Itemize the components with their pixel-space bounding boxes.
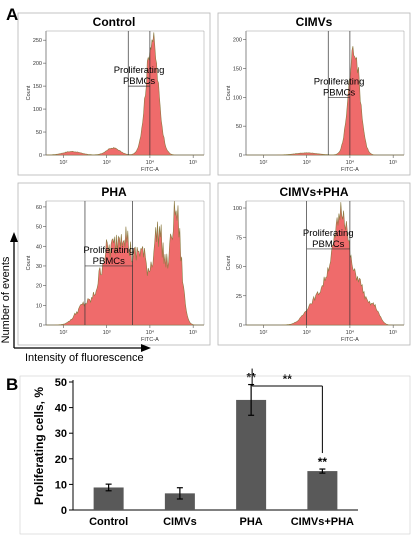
histogram-area xyxy=(45,32,204,156)
count-label: Count xyxy=(226,85,232,100)
fitc-label: FITC-A xyxy=(141,167,159,173)
y-tick-label: 50 xyxy=(236,265,242,271)
gate-label: Proliferating xyxy=(114,65,165,76)
x-tick-label: 10³ xyxy=(303,330,311,336)
x-tick-label: 10³ xyxy=(103,330,111,336)
bar-chart: 0 10 20 30 40 50 Proliferating cells, % Control… xyxy=(19,368,411,535)
histogram-area xyxy=(46,200,204,326)
intensity-label: Intensity of fluorescence xyxy=(25,352,144,364)
bar-y-tick-label: 20 xyxy=(55,454,67,466)
panel-b-frame xyxy=(19,375,411,535)
y-tick-label: 25 xyxy=(236,294,242,300)
panel-a-letter: A xyxy=(6,5,18,24)
gate-label: Proliferating xyxy=(314,76,365,87)
histogram-area xyxy=(246,202,404,326)
bar-category-label: CIMVs xyxy=(163,516,197,528)
y-tick-label: 0 xyxy=(239,323,242,329)
histogram-area xyxy=(246,46,404,156)
x-tick-label: 10⁵ xyxy=(189,329,197,336)
bar-y-axis-label: Proliferating cells, % xyxy=(32,387,46,505)
x-tick-label: 10³ xyxy=(303,160,311,166)
significance-label: ** xyxy=(318,455,328,469)
bar-y-tick-label: 30 xyxy=(55,428,67,440)
y-tick-label: 20 xyxy=(36,284,42,290)
histogram-title: CIMVs+PHA xyxy=(279,185,348,199)
bar xyxy=(236,399,267,510)
x-tick-label: 10⁴ xyxy=(146,329,155,336)
histogram-panel: Control 0 50 100 150 200 250 Count 10² 10³ 10⁴ 10⁵ F… xyxy=(17,12,211,176)
x-tick-label: 10⁵ xyxy=(389,159,397,166)
panel-b-letter: B xyxy=(6,375,18,394)
y-tick-label: 100 xyxy=(33,107,42,113)
bar-y-tick-label: 0 xyxy=(61,505,67,517)
y-tick-label: 0 xyxy=(39,153,42,159)
bar-y-tick-label: 40 xyxy=(55,403,67,415)
y-tick-label: 250 xyxy=(33,38,42,44)
number-of-events-label: Number of events xyxy=(0,256,12,343)
fitc-label: FITC-A xyxy=(341,167,359,173)
y-tick-label: 10 xyxy=(36,303,42,309)
x-tick-label: 10² xyxy=(59,160,67,166)
panel-frame xyxy=(217,12,411,176)
y-tick-label: 150 xyxy=(233,66,242,72)
histogram-title: PHA xyxy=(101,185,127,199)
x-tick-label: 10³ xyxy=(103,160,111,166)
gate-label: Proliferating xyxy=(303,228,354,239)
histogram-panel: PHA 0 10 20 30 40 50 60 Count 10² 10³ 10⁴ 10⁵ FITC-A P… xyxy=(17,182,211,346)
bar xyxy=(93,487,124,510)
histogram-title: CIMVs xyxy=(296,15,333,29)
bar xyxy=(164,493,195,510)
y-tick-label: 100 xyxy=(233,206,242,212)
y-tick-label: 200 xyxy=(233,38,242,44)
bar-category-label: CIMVs+PHA xyxy=(291,516,354,528)
y-tick-label: 30 xyxy=(36,264,42,270)
significance-label: ** xyxy=(246,371,256,385)
gate-label: PBMCs xyxy=(93,256,125,267)
x-tick-label: 10⁵ xyxy=(389,329,397,336)
y-tick-label: 100 xyxy=(233,95,242,101)
bar-category-label: PHA xyxy=(240,516,263,528)
bar xyxy=(307,471,338,510)
x-tick-label: 10⁵ xyxy=(189,159,197,166)
bar-y-tick-label: 10 xyxy=(55,479,67,491)
y-tick-label: 50 xyxy=(236,124,242,130)
y-tick-label: 0 xyxy=(39,323,42,329)
comparison-label: ** xyxy=(283,372,293,386)
bar-y-tick-label: 50 xyxy=(55,377,67,389)
y-tick-label: 50 xyxy=(36,130,42,136)
count-label: Count xyxy=(26,255,32,270)
x-tick-label: 10² xyxy=(259,330,267,336)
fitc-label: FITC-A xyxy=(141,337,159,343)
x-tick-label: 10⁴ xyxy=(146,159,155,166)
y-tick-label: 200 xyxy=(33,61,42,67)
x-tick-label: 10⁴ xyxy=(346,159,355,166)
histogram-title: Control xyxy=(93,15,136,29)
x-tick-label: 10² xyxy=(59,330,67,336)
histogram-panel: CIMVs 0 50 100 150 200 Count 10² 10³ 10⁴ 10⁵ FITC-A… xyxy=(217,12,411,176)
panel-a-axis-hints: Number of events Intensity of fluorescen… xyxy=(0,232,151,364)
y-tick-label: 60 xyxy=(36,205,42,211)
y-tick-label: 0 xyxy=(239,153,242,159)
gate-label: PBMCs xyxy=(312,239,344,250)
x-tick-label: 10⁴ xyxy=(346,329,355,336)
bar-category-label: Control xyxy=(89,516,128,528)
x-tick-label: 10² xyxy=(259,160,267,166)
gate-label: PBMCs xyxy=(323,87,355,98)
gate-label: PBMCs xyxy=(123,76,155,87)
y-tick-label: 75 xyxy=(236,235,242,241)
count-label: Count xyxy=(26,85,32,100)
fitc-label: FITC-A xyxy=(341,337,359,343)
y-tick-label: 50 xyxy=(36,225,42,231)
gate-label: Proliferating xyxy=(83,245,134,256)
y-tick-label: 40 xyxy=(36,244,42,250)
count-label: Count xyxy=(226,255,232,270)
y-tick-label: 150 xyxy=(33,84,42,90)
histogram-panel: CIMVs+PHA 0 25 50 75 100 Count 10² 10³ 10⁴ 10⁵ FITC… xyxy=(217,182,411,346)
